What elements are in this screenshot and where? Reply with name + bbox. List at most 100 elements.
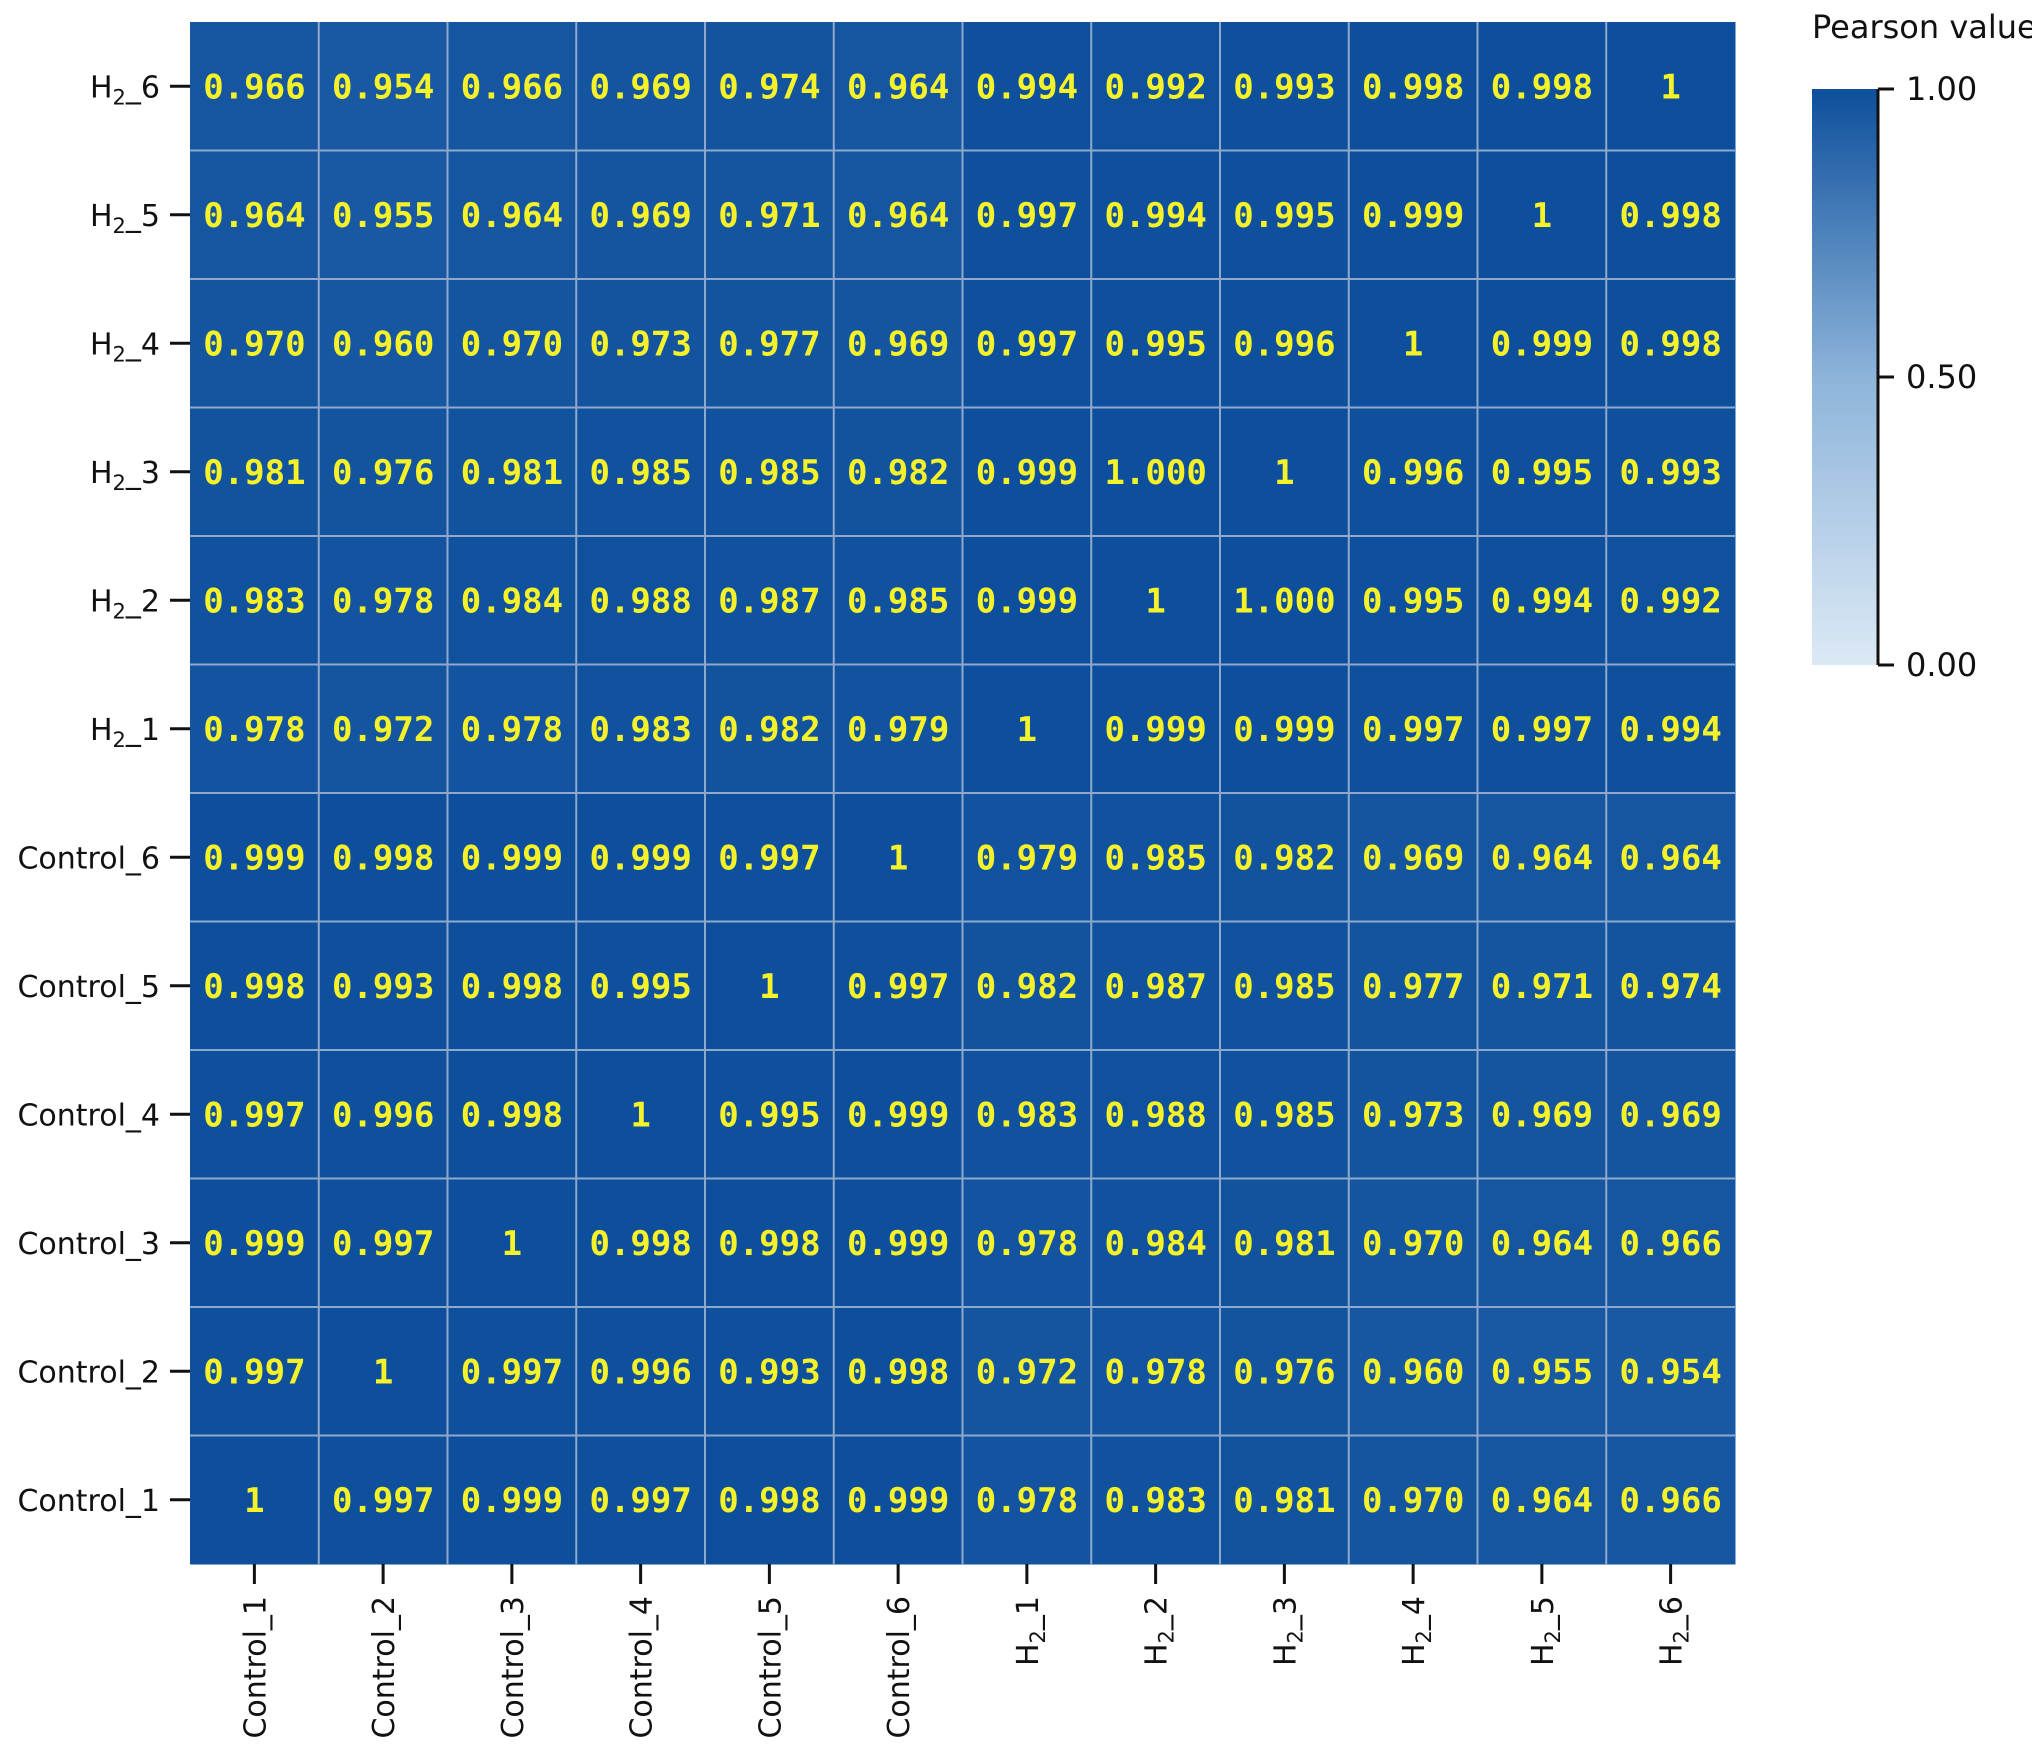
heatmap-cell <box>1606 407 1736 537</box>
label-text: Control_3 <box>496 1596 531 1739</box>
heatmap-cell <box>318 22 448 151</box>
heatmap-cell <box>962 536 1092 665</box>
y-tick-label: Control_6 <box>17 841 160 876</box>
label-text: H <box>90 327 113 362</box>
cell-value-label: 0.969 <box>1619 1095 1721 1135</box>
label-text: Control_6 <box>17 841 160 876</box>
cell-value-label: 0.955 <box>332 196 434 236</box>
cell-value-label: 0.970 <box>461 324 563 364</box>
cell-value-label: 0.969 <box>589 196 691 236</box>
y-tick-label: Control_2 <box>17 1355 160 1390</box>
heatmap-cell <box>962 1178 1092 1308</box>
heatmap-cell <box>1220 407 1350 537</box>
heatmap-cell <box>1348 536 1478 665</box>
cell-value-label: 0.996 <box>1362 453 1464 493</box>
heatmap-cell <box>447 921 577 1051</box>
cell-value-label: 0.982 <box>718 710 820 750</box>
heatmap-cell <box>1606 1178 1736 1308</box>
cell-value-label: 0.973 <box>1362 1095 1464 1135</box>
heatmap-cell <box>190 921 320 1051</box>
heatmap-cell <box>1348 664 1478 794</box>
heatmap-cell <box>1220 921 1350 1051</box>
heatmap-cell <box>1606 150 1736 280</box>
cell-value-label: 0.985 <box>847 581 949 621</box>
cell-value-label: 0.999 <box>1362 196 1464 236</box>
colorbar-title: Pearson value <box>1812 8 2032 46</box>
label-text: H <box>1655 1643 1690 1666</box>
label-text: _3 <box>125 456 160 491</box>
heatmap-cell <box>1091 1307 1221 1436</box>
cell-value-label: 0.997 <box>1491 710 1593 750</box>
heatmap-cell <box>190 407 320 537</box>
cell-value-label: 0.997 <box>203 1352 305 1392</box>
heatmap-cell <box>962 664 1092 794</box>
label-text: Control_2 <box>17 1355 160 1390</box>
label-text: _4 <box>1397 1596 1432 1631</box>
cell-value-label: 0.964 <box>1491 1481 1593 1521</box>
colorbar-tick-label: 0.00 <box>1906 646 1977 684</box>
cell-value-label: 0.966 <box>1619 1481 1721 1521</box>
label-text: _1 <box>125 713 160 748</box>
cell-value-label: 0.982 <box>1233 838 1335 878</box>
heatmap-cell <box>1091 921 1221 1051</box>
heatmap-cell <box>705 22 835 151</box>
heatmap-cell <box>1348 1435 1478 1565</box>
heatmap-cell <box>833 22 963 151</box>
cell-value-label: 0.999 <box>203 1224 305 1264</box>
label-subscript: 2 <box>113 342 126 366</box>
cell-value-label: 0.954 <box>332 67 434 107</box>
heatmap-cell <box>190 150 320 280</box>
heatmap-cell <box>318 1050 448 1179</box>
heatmap-cell <box>962 921 1092 1051</box>
heatmap-cell <box>576 407 706 537</box>
cell-value-label: 0.995 <box>1362 581 1464 621</box>
heatmap-cell <box>833 1307 963 1436</box>
cell-value-label: 0.977 <box>1362 967 1464 1007</box>
cell-value-label: 0.964 <box>1619 838 1721 878</box>
cell-value-label: 0.969 <box>1362 838 1464 878</box>
heatmap-cell <box>576 279 706 408</box>
cell-value-label: 0.985 <box>1104 838 1206 878</box>
heatmap-cell <box>833 150 963 280</box>
label-subscript: 2 <box>113 85 126 109</box>
cell-value-label: 1 <box>1403 324 1423 364</box>
label-text: _4 <box>125 327 160 362</box>
cell-value-label: 0.999 <box>203 838 305 878</box>
heatmap-cell <box>1220 279 1350 408</box>
heatmap-cell <box>1606 921 1736 1051</box>
x-tick-label: Control_2 <box>367 1596 402 1739</box>
cell-value-label: 0.981 <box>203 453 305 493</box>
cell-value-label: 0.969 <box>589 67 691 107</box>
heatmap-cell <box>1220 1050 1350 1179</box>
heatmap-cell <box>833 921 963 1051</box>
cell-value-label: 0.979 <box>847 710 949 750</box>
cell-value-label: 0.997 <box>203 1095 305 1135</box>
cell-value-label: 0.998 <box>718 1224 820 1264</box>
heatmap-cell <box>1348 1307 1478 1436</box>
cell-value-label: 0.966 <box>1619 1224 1721 1264</box>
label-text: H <box>90 456 113 491</box>
label-text: Control_6 <box>882 1596 917 1739</box>
heatmap-cell <box>1220 536 1350 665</box>
y-tick-label: H2_3 <box>90 456 160 495</box>
cell-value-label: 0.992 <box>1104 67 1206 107</box>
x-tick-label: H2_2 <box>1140 1596 1179 1666</box>
colorbar-ticks: 1.00 0.50 0.00 <box>1876 70 1977 684</box>
heatmap-cell <box>1477 793 1607 922</box>
cell-value-label: 0.982 <box>847 453 949 493</box>
cell-value-label: 0.997 <box>976 324 1078 364</box>
label-text: Control_4 <box>17 1098 160 1133</box>
label-subscript: 2 <box>113 471 126 495</box>
heatmap-cell <box>447 150 577 280</box>
heatmap-cell <box>705 150 835 280</box>
cell-value-label: 0.998 <box>332 838 434 878</box>
heatmap-cell <box>705 407 835 537</box>
x-tick-label: Control_1 <box>238 1596 273 1739</box>
cell-value-label: 0.981 <box>1233 1224 1335 1264</box>
heatmap-cell <box>1348 22 1478 151</box>
label-text: _6 <box>1655 1596 1690 1631</box>
cell-value-label: 0.996 <box>332 1095 434 1135</box>
heatmap-cell <box>705 921 835 1051</box>
cell-value-label: 1 <box>502 1224 522 1264</box>
cell-value-label: 1 <box>1145 581 1165 621</box>
